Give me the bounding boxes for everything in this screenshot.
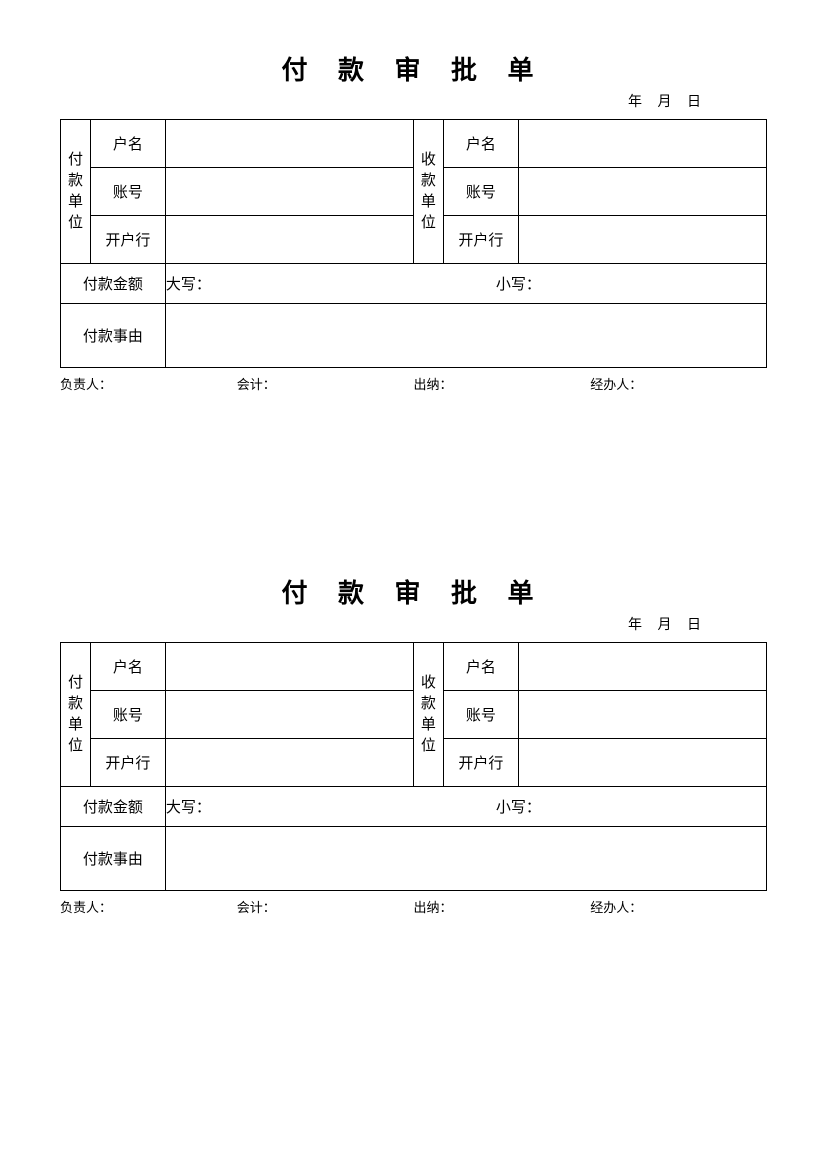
payee-unit-label: 收款单位 bbox=[413, 643, 443, 787]
footer-cashier: 出纳： bbox=[414, 374, 591, 393]
footer-accountant: 会计： bbox=[237, 897, 414, 916]
payee-unit-label: 收款单位 bbox=[413, 120, 443, 264]
payer-account-value bbox=[165, 168, 413, 216]
payee-bank-value bbox=[518, 739, 766, 787]
payer-bank-label: 开户行 bbox=[90, 216, 165, 264]
payee-account-label: 账号 bbox=[443, 168, 518, 216]
footer-line: 负责人： 会计： 出纳： 经办人： bbox=[60, 897, 767, 916]
payer-account-value bbox=[165, 691, 413, 739]
payment-approval-form-2: 付 款 审 批 单 年 月 日 付款单位 户名 收款单位 户名 账号 账号 开户… bbox=[60, 573, 767, 916]
footer-line: 负责人： 会计： 出纳： 经办人： bbox=[60, 374, 767, 393]
day-label: 日 bbox=[687, 95, 701, 110]
reason-label: 付款事由 bbox=[61, 304, 166, 368]
date-line: 年 月 日 bbox=[60, 91, 767, 111]
form-table: 付款单位 户名 收款单位 户名 账号 账号 开户行 开户行 付款金额 大写： 小… bbox=[60, 119, 767, 368]
month-label: 月 bbox=[658, 95, 672, 110]
payee-account-label: 账号 bbox=[443, 691, 518, 739]
footer-handler: 经办人： bbox=[590, 374, 767, 393]
payment-approval-form-1: 付 款 审 批 单 年 月 日 付款单位 户名 收款单位 户名 账号 账号 开户… bbox=[60, 50, 767, 393]
footer-handler: 经办人： bbox=[590, 897, 767, 916]
footer-responsible: 负责人： bbox=[60, 374, 237, 393]
footer-cashier: 出纳： bbox=[414, 897, 591, 916]
amount-upper: 大写： bbox=[166, 796, 496, 817]
amount-lower: 小写： bbox=[496, 273, 766, 294]
payee-bank-label: 开户行 bbox=[443, 216, 518, 264]
payee-name-value bbox=[518, 643, 766, 691]
reason-label: 付款事由 bbox=[61, 827, 166, 891]
amount-lower: 小写： bbox=[496, 796, 766, 817]
reason-value bbox=[165, 304, 766, 368]
payer-account-label: 账号 bbox=[90, 691, 165, 739]
footer-responsible: 负责人： bbox=[60, 897, 237, 916]
form-table: 付款单位 户名 收款单位 户名 账号 账号 开户行 开户行 付款金额 大写： 小… bbox=[60, 642, 767, 891]
amount-upper: 大写： bbox=[166, 273, 496, 294]
amount-label: 付款金额 bbox=[61, 787, 166, 827]
day-label: 日 bbox=[687, 618, 701, 633]
year-label: 年 bbox=[628, 618, 642, 633]
payer-bank-value bbox=[165, 739, 413, 787]
payer-bank-value bbox=[165, 216, 413, 264]
payer-name-value bbox=[165, 643, 413, 691]
payer-name-label: 户名 bbox=[90, 643, 165, 691]
amount-cell: 大写： 小写： bbox=[165, 787, 766, 827]
payee-name-label: 户名 bbox=[443, 643, 518, 691]
payer-bank-label: 开户行 bbox=[90, 739, 165, 787]
payer-unit-label: 付款单位 bbox=[61, 643, 91, 787]
reason-value bbox=[165, 827, 766, 891]
month-label: 月 bbox=[658, 618, 672, 633]
amount-label: 付款金额 bbox=[61, 264, 166, 304]
amount-cell: 大写： 小写： bbox=[165, 264, 766, 304]
payer-name-value bbox=[165, 120, 413, 168]
form-title: 付 款 审 批 单 bbox=[60, 50, 767, 87]
payee-account-value bbox=[518, 168, 766, 216]
payee-account-value bbox=[518, 691, 766, 739]
payer-name-label: 户名 bbox=[90, 120, 165, 168]
payee-name-label: 户名 bbox=[443, 120, 518, 168]
payer-account-label: 账号 bbox=[90, 168, 165, 216]
payee-name-value bbox=[518, 120, 766, 168]
payer-unit-label: 付款单位 bbox=[61, 120, 91, 264]
year-label: 年 bbox=[628, 95, 642, 110]
payee-bank-value bbox=[518, 216, 766, 264]
form-title: 付 款 审 批 单 bbox=[60, 573, 767, 610]
payee-bank-label: 开户行 bbox=[443, 739, 518, 787]
date-line: 年 月 日 bbox=[60, 614, 767, 634]
footer-accountant: 会计： bbox=[237, 374, 414, 393]
